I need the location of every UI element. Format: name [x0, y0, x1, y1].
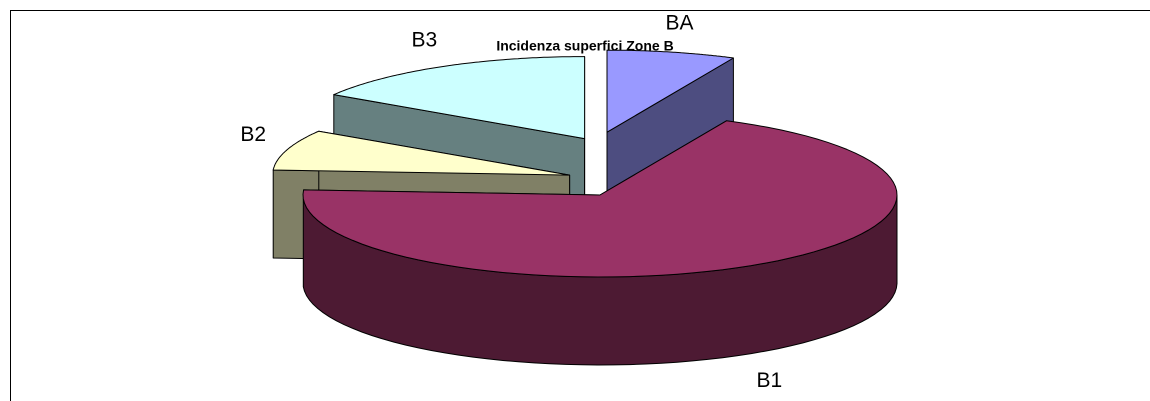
slice — [302, 120, 898, 366]
chart-title: Incidenza superfici Zone B — [496, 38, 673, 54]
slice-top — [302, 120, 898, 278]
slice-label: B3 — [411, 28, 437, 51]
slice-label: B1 — [756, 369, 782, 392]
slice-top — [333, 56, 586, 140]
slice-label: B2 — [240, 123, 266, 146]
slice-top — [272, 130, 571, 176]
slice-top — [606, 49, 734, 133]
slice-label: BA — [666, 12, 694, 35]
